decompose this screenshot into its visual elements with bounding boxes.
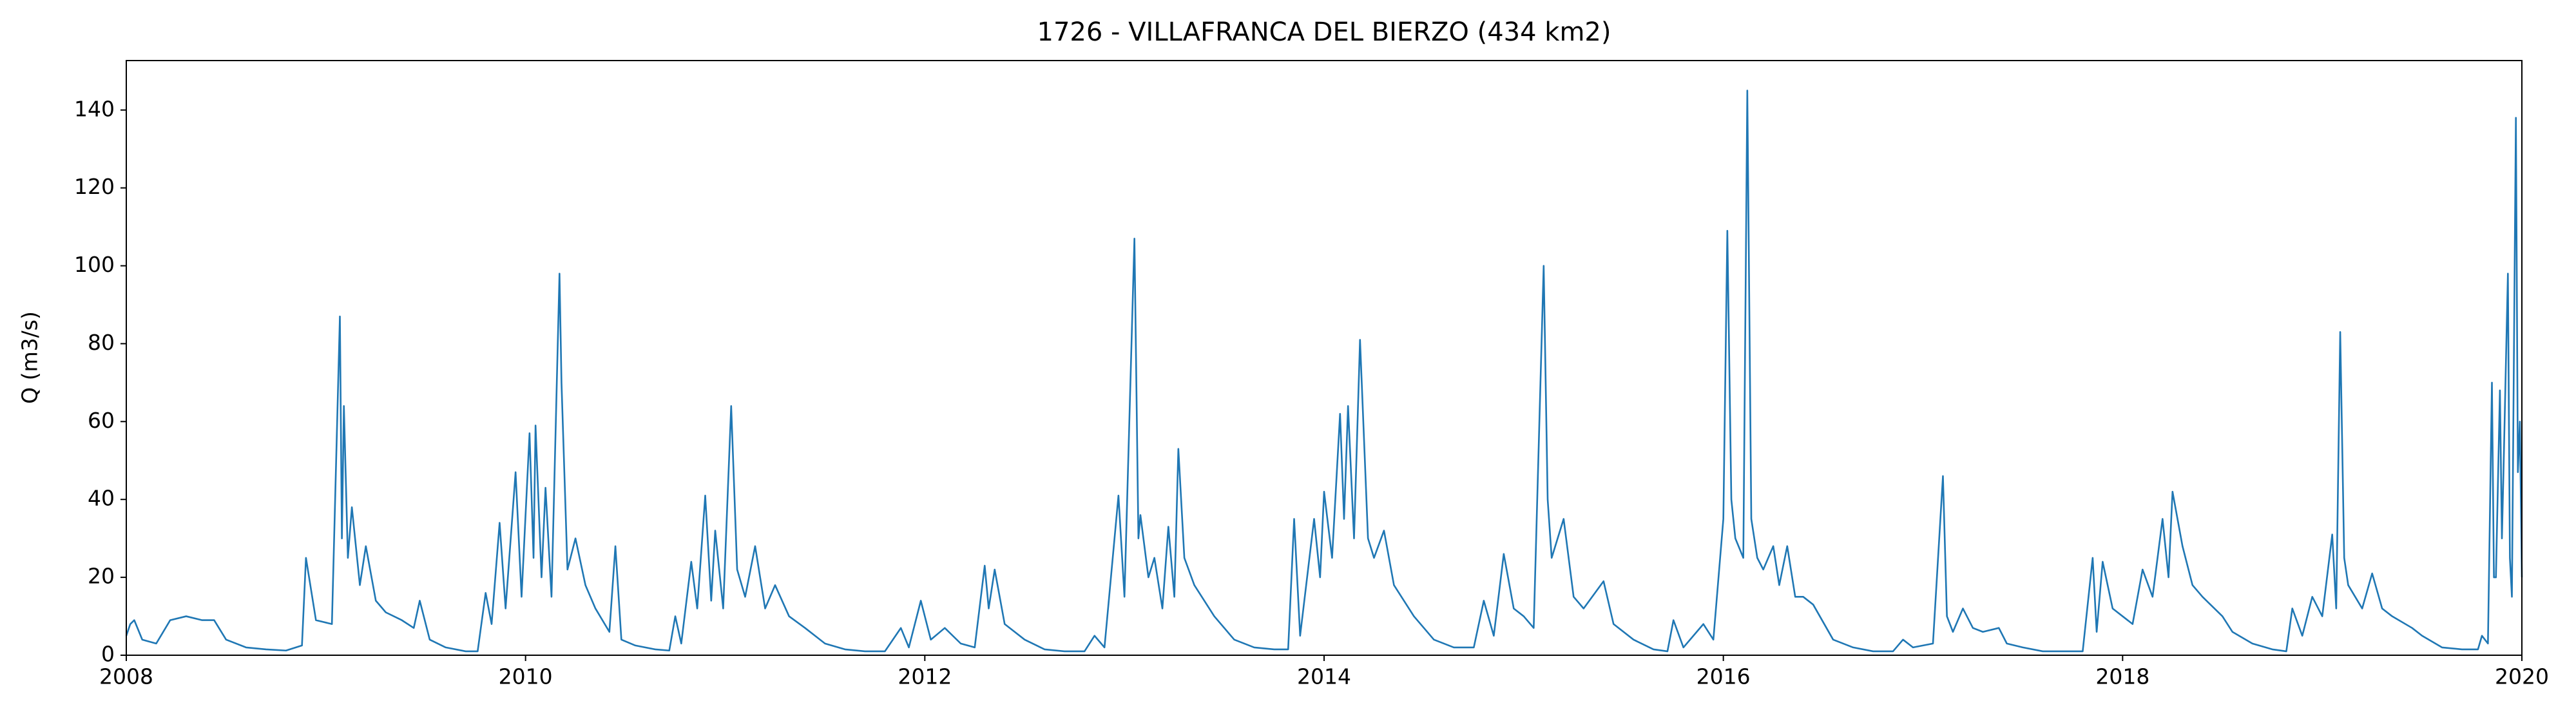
y-tick-label: 20 (88, 564, 115, 589)
x-tick-label: 2016 (1697, 664, 1751, 689)
y-tick-label: 40 (88, 486, 115, 511)
y-tick-label: 140 (74, 96, 115, 121)
data-line (125, 90, 2523, 653)
y-tick-label: 60 (88, 408, 115, 433)
y-tick-label: 80 (88, 330, 115, 355)
plot-frame (126, 60, 2523, 656)
y-tick-label: 120 (74, 174, 115, 199)
y-tick-label: 0 (101, 642, 115, 667)
x-tick-label: 2010 (499, 664, 553, 689)
x-tick-label: 2018 (2095, 664, 2149, 689)
x-tick-label: 2008 (99, 664, 153, 689)
x-tick-label: 2012 (898, 664, 952, 689)
y-tick-label: 100 (74, 252, 115, 277)
x-tick-label: 2014 (1297, 664, 1351, 689)
y-axis-label: Q (m3/s) (17, 311, 43, 404)
x-tick-label: 2020 (2495, 664, 2549, 689)
chart-title: 1726 - VILLAFRANCA DEL BIERZO (434 km2) (1037, 17, 1611, 47)
